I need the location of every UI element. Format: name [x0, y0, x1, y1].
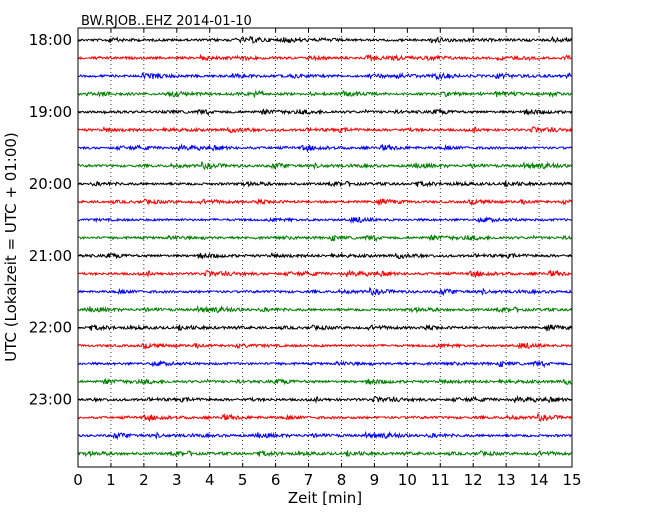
trace-line	[77, 198, 572, 207]
x-tick-label: 2	[139, 471, 149, 489]
x-tick-label: 9	[370, 471, 380, 489]
y-tick-label: 23:00	[29, 391, 72, 409]
trace-line	[77, 35, 572, 44]
trace-line	[77, 251, 572, 260]
trace-line	[77, 71, 572, 81]
x-tick-label: 6	[271, 471, 281, 489]
axis-ticks: 0 1 2 3 4 5 6 7 8 9 10 11 12 13 14 1518:0019:0020:0021:…	[29, 28, 582, 489]
trace-line	[77, 412, 572, 423]
x-tick-label: 4	[205, 471, 215, 489]
y-tick-label: 19:00	[29, 103, 72, 121]
x-tick-label: 8	[337, 471, 347, 489]
trace-line	[77, 304, 572, 314]
x-tick-label: 13	[497, 471, 516, 489]
y-tick-label: 18:00	[29, 31, 72, 49]
y-tick-label: 21:00	[29, 247, 72, 265]
trace-line	[77, 286, 572, 297]
trace-line	[77, 89, 572, 99]
trace-line	[77, 215, 572, 224]
x-tick-label: 5	[238, 471, 248, 489]
x-tick-label: 14	[530, 471, 549, 489]
trace-line	[77, 108, 572, 117]
trace-line	[77, 430, 572, 441]
trace-line	[77, 268, 572, 279]
trace-line	[77, 53, 572, 63]
trace-line	[77, 394, 572, 404]
y-tick-label: 20:00	[29, 175, 72, 193]
chart-title: BW.RJOB..EHZ 2014-01-10	[81, 14, 252, 29]
x-tick-label: 7	[304, 471, 314, 489]
x-axis-label: Zeit [min]	[288, 489, 362, 507]
trace-line	[77, 359, 572, 369]
plot-frame	[77, 27, 573, 468]
y-tick-label: 22:00	[29, 319, 72, 337]
trace-line	[77, 234, 572, 243]
x-tick-label: 11	[431, 471, 450, 489]
trace-line	[77, 377, 572, 386]
y-axis-label: UTC (Lokalzeit = UTC + 01:00)	[2, 132, 20, 362]
trace-line	[77, 449, 572, 458]
trace-line	[77, 143, 572, 153]
x-tick-label: 15	[562, 471, 581, 489]
x-tick-label: 1	[106, 471, 116, 489]
x-tick-label: 0	[73, 471, 83, 489]
trace-line	[77, 125, 572, 135]
seismic-traces	[77, 35, 572, 458]
x-tick-label: 3	[172, 471, 182, 489]
trace-line	[77, 323, 572, 332]
x-tick-label: 12	[464, 471, 483, 489]
trace-line	[77, 179, 572, 188]
x-tick-label: 10	[398, 471, 417, 489]
trace-line	[77, 342, 572, 351]
trace-line	[77, 160, 572, 171]
